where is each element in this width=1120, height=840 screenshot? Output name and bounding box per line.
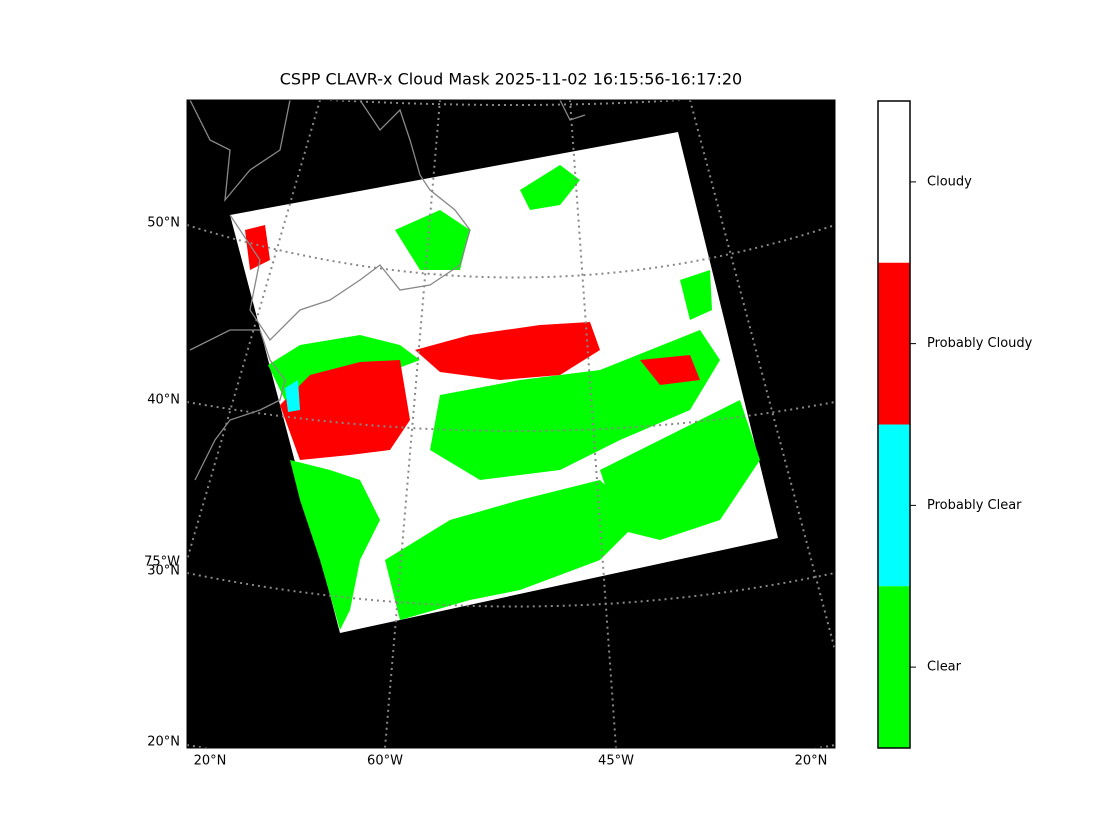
probably-clear-area [285, 380, 300, 412]
colorbar-label: Probably Cloudy [927, 336, 1033, 351]
colorbar-segment [878, 586, 910, 748]
lat-label: 30°N [147, 564, 180, 579]
colorbar: Cloudy Probably Cloudy Probably Clear Clear [877, 100, 1033, 749]
colorbar-frame [877, 100, 911, 749]
lon-label: 20°N [194, 754, 227, 769]
lon-label: 45°W [598, 754, 634, 769]
lon-labels: 20°N 60°W 45°W 20°N [194, 754, 828, 769]
lat-label: 75°W [144, 555, 180, 570]
lon-label: 20°N [795, 754, 828, 769]
colorbar-label: Cloudy [927, 174, 972, 189]
title: CSPP CLAVR-x Cloud Mask 2025-11-02 16:15… [280, 70, 742, 89]
map [187, 100, 835, 748]
colorbar-label: Probably Clear [927, 498, 1022, 513]
colorbar-segment [878, 101, 910, 263]
lon-label: 60°W [367, 754, 403, 769]
colorbar-segment [878, 424, 910, 587]
lat-label: 40°N [147, 393, 180, 408]
colorbar-label: Clear [927, 660, 962, 675]
lat-labels: 50°N 40°N 30°N 20°N 75°W [144, 216, 180, 750]
map-frame [186, 99, 836, 749]
graticule [187, 100, 835, 748]
colorbar-segment [878, 262, 910, 425]
probably-cloudy-areas [245, 225, 700, 460]
lat-label: 20°N [147, 735, 180, 750]
lat-label: 50°N [147, 216, 180, 231]
